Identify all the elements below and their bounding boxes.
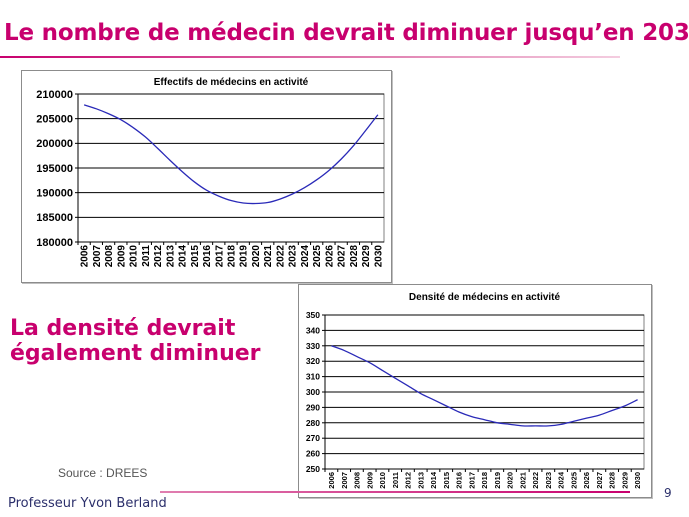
y-tick-label: 350 — [306, 310, 320, 320]
x-tick-label: 2018 — [480, 472, 489, 489]
x-tick-label: 2009 — [365, 472, 374, 489]
slide-title: Le nombre de médecin devrait diminuer ju… — [4, 20, 689, 46]
series-line — [83, 104, 379, 205]
title-underline — [0, 56, 620, 58]
x-tick-label: 2026 — [324, 245, 335, 268]
x-tick-label: 2008 — [104, 245, 115, 268]
x-tick-label: 2021 — [263, 245, 274, 268]
x-tick-label: 2008 — [353, 472, 362, 489]
x-tick-label: 2014 — [429, 471, 438, 489]
x-tick-label: 2013 — [165, 245, 176, 268]
x-tick-label: 2024 — [557, 471, 566, 489]
page-number: 9 — [664, 486, 672, 500]
y-tick-label: 190000 — [36, 188, 73, 200]
y-tick-label: 250 — [306, 464, 320, 474]
chart-title: Densité de médecins en activité — [409, 292, 561, 303]
x-tick-label: 2020 — [251, 245, 262, 268]
subtitle-line-2: également diminuer — [10, 341, 261, 366]
x-tick-label: 2010 — [129, 245, 140, 268]
series-line — [331, 345, 638, 427]
footer-rule — [160, 491, 630, 493]
x-tick-label: 2009 — [116, 245, 127, 268]
x-tick-label: 2029 — [620, 472, 629, 489]
x-tick-label: 2012 — [404, 472, 413, 489]
y-tick-label: 290 — [306, 402, 320, 412]
x-tick-label: 2007 — [340, 472, 349, 489]
x-tick-label: 2024 — [300, 245, 311, 268]
y-tick-label: 330 — [306, 341, 320, 351]
chart-densite-medecins: Densité de médecins en activité 250 260 270… — [298, 284, 652, 498]
y-tick-label: 200000 — [36, 138, 73, 150]
x-tick-label: 2006 — [327, 472, 336, 489]
y-tick-label: 280 — [306, 418, 320, 428]
chart-effectifs-medecins: Effectifs de médecins en activité 180000 1… — [21, 70, 392, 283]
y-tick-label: 195000 — [36, 163, 73, 175]
y-tick-label: 210000 — [36, 89, 73, 101]
x-tick-label: 2016 — [455, 472, 464, 489]
presenter-name: Professeur Yvon Berland — [8, 496, 167, 511]
x-tick-label: 2022 — [275, 245, 286, 268]
x-tick-label: 2007 — [92, 245, 103, 268]
slide-subtitle: La densité devrait également diminuer — [10, 316, 261, 366]
x-tick-label: 2028 — [349, 245, 360, 268]
y-tick-label: 340 — [306, 325, 320, 335]
y-tick-label: 300 — [306, 387, 320, 397]
x-tick-label: 2006 — [80, 245, 91, 268]
x-tick-label: 2025 — [312, 245, 323, 268]
x-tick-label: 2030 — [633, 472, 642, 489]
x-tick-label: 2014 — [178, 245, 189, 268]
x-tick-label: 2023 — [544, 472, 553, 489]
subtitle-line-1: La densité devrait — [10, 316, 236, 341]
chart-title: Effectifs de médecins en activité — [154, 77, 309, 88]
x-tick-label: 2025 — [569, 472, 578, 489]
x-tick-label: 2021 — [518, 472, 527, 489]
chart-effectifs-svg: Effectifs de médecins en activité 180000 1… — [36, 77, 385, 268]
x-tick-label: 2028 — [608, 472, 617, 489]
x-tick-label: 2013 — [416, 472, 425, 489]
x-tick-label: 2010 — [378, 472, 387, 489]
x-tick-label: 2030 — [373, 245, 384, 268]
x-tick-label: 2016 — [202, 245, 213, 268]
x-tick-label: 2019 — [493, 472, 502, 489]
x-tick-label: 2012 — [153, 245, 164, 268]
x-tick-label: 2015 — [442, 472, 451, 489]
x-tick-label: 2026 — [582, 472, 591, 489]
x-tick-label: 2029 — [361, 245, 372, 268]
x-tick-label: 2018 — [227, 245, 238, 268]
x-tick-label: 2022 — [531, 472, 540, 489]
x-tick-label: 2019 — [239, 245, 250, 268]
x-tick-label: 2011 — [391, 472, 400, 488]
x-tick-label: 2015 — [190, 245, 201, 268]
y-tick-label: 270 — [306, 433, 320, 443]
y-tick-label: 320 — [306, 356, 320, 366]
y-tick-label: 205000 — [36, 114, 73, 126]
x-tick-label: 2011 — [141, 245, 152, 267]
x-tick-label: 2023 — [288, 245, 299, 268]
x-tick-label: 2027 — [595, 472, 604, 489]
x-tick-label: 2020 — [506, 472, 515, 489]
x-tick-label: 2017 — [214, 245, 225, 268]
chart-densite-svg: Densité de médecins en activité 250 260 270… — [306, 292, 645, 489]
y-tick-label: 185000 — [36, 212, 73, 224]
y-tick-label: 310 — [306, 372, 320, 382]
x-tick-label: 2027 — [337, 245, 348, 268]
y-tick-label: 180000 — [36, 237, 73, 249]
x-tick-label: 2017 — [467, 472, 476, 489]
y-tick-label: 260 — [306, 449, 320, 459]
source-note: Source : DREES — [58, 466, 148, 480]
